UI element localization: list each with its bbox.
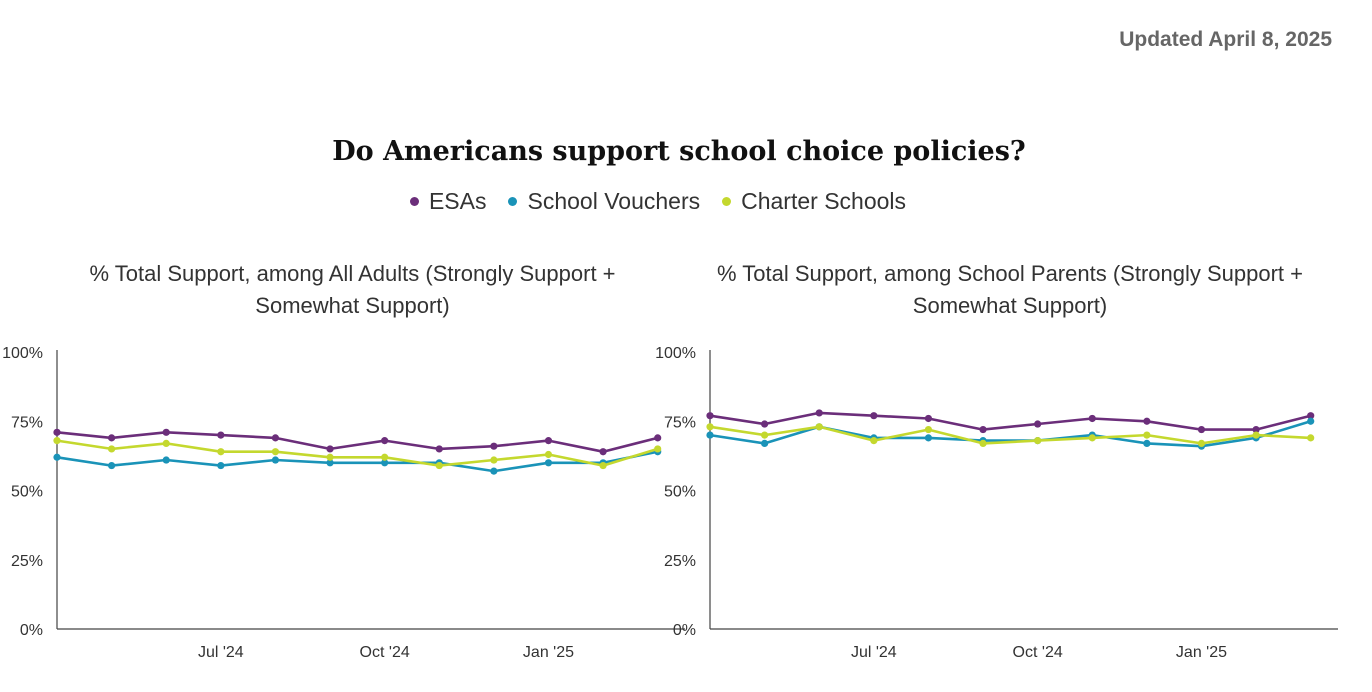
data-point-esas bbox=[924, 414, 933, 423]
y-tick-label: 25% bbox=[664, 553, 696, 570]
data-point-charter-schools bbox=[706, 423, 714, 431]
data-point-charter-schools bbox=[924, 425, 933, 434]
data-point-esas bbox=[599, 448, 607, 456]
data-point-charter-schools bbox=[654, 445, 662, 453]
legend: ESAs School Vouchers Charter Schools bbox=[0, 188, 1316, 215]
data-point-esas bbox=[271, 434, 280, 442]
data-point-esas bbox=[162, 428, 170, 436]
series-line-esas bbox=[56, 430, 659, 454]
data-point-school-vouchers bbox=[761, 439, 769, 448]
data-point-esas bbox=[326, 445, 334, 453]
data-point-esas bbox=[979, 425, 987, 434]
data-point-school-vouchers bbox=[490, 467, 498, 475]
legend-dot-esas bbox=[409, 197, 419, 206]
x-tick-label: Oct '24 bbox=[360, 644, 410, 661]
y-tick-label: 100% bbox=[655, 345, 696, 362]
legend-item-charter-schools: Charter Schools bbox=[722, 188, 906, 215]
y-tick-label: 75% bbox=[664, 414, 696, 431]
data-point-charter-schools bbox=[761, 431, 769, 439]
data-point-esas bbox=[1034, 420, 1042, 428]
legend-label-esas: ESAs bbox=[428, 188, 487, 214]
y-tick-label: 100% bbox=[2, 345, 43, 362]
data-point-school-vouchers bbox=[924, 434, 933, 442]
data-point-esas bbox=[544, 437, 553, 445]
subtitle-school-parents: % Total Support, among School Parents (S… bbox=[717, 261, 1303, 318]
data-point-school-vouchers bbox=[706, 431, 714, 439]
data-point-charter-schools bbox=[599, 461, 607, 470]
data-point-charter-schools bbox=[815, 423, 823, 431]
data-point-school-vouchers bbox=[1143, 439, 1151, 448]
data-point-charter-schools bbox=[1307, 434, 1315, 442]
data-point-esas bbox=[53, 428, 61, 436]
data-point-school-vouchers bbox=[326, 459, 334, 467]
data-point-school-vouchers bbox=[381, 459, 389, 467]
data-point-esas bbox=[815, 409, 823, 417]
y-tick-label: 75% bbox=[11, 414, 43, 431]
x-tick-label: Jul '24 bbox=[851, 644, 897, 661]
data-point-charter-schools bbox=[979, 439, 987, 448]
data-point-charter-schools bbox=[1197, 439, 1206, 448]
data-point-esas bbox=[1252, 425, 1260, 434]
data-point-school-vouchers bbox=[53, 453, 61, 461]
legend-dot-school-vouchers bbox=[508, 197, 518, 206]
data-point-school-vouchers bbox=[108, 461, 116, 470]
data-point-charter-schools bbox=[381, 453, 389, 461]
y-tick-label: 50% bbox=[664, 484, 696, 501]
data-point-esas bbox=[435, 445, 443, 453]
data-point-esas bbox=[1197, 425, 1206, 434]
data-point-charter-schools bbox=[490, 456, 498, 464]
data-point-charter-schools bbox=[271, 448, 280, 456]
legend-label-school-vouchers: School Vouchers bbox=[527, 188, 701, 214]
data-point-charter-schools bbox=[1143, 431, 1151, 439]
data-point-esas bbox=[1088, 414, 1096, 423]
chart-title: Do Americans support school choice polic… bbox=[332, 136, 1026, 167]
data-point-school-vouchers bbox=[1307, 417, 1315, 425]
y-tick-label: 25% bbox=[11, 553, 43, 570]
series-line-charter-schools bbox=[56, 439, 659, 467]
legend-label-charter-schools: Charter Schools bbox=[741, 188, 907, 214]
y-tick-label: 0% bbox=[20, 622, 43, 639]
data-point-charter-schools bbox=[108, 445, 116, 453]
y-tick-label: 50% bbox=[11, 484, 43, 501]
data-point-charter-schools bbox=[870, 437, 878, 445]
series-line-esas bbox=[709, 411, 1312, 431]
data-point-charter-schools bbox=[217, 448, 225, 456]
data-point-charter-schools bbox=[326, 453, 334, 461]
x-tick-label: Oct '24 bbox=[1013, 644, 1063, 661]
legend-item-school-vouchers: School Vouchers bbox=[508, 188, 700, 215]
data-point-esas bbox=[381, 437, 389, 445]
legend-dot-charter-schools bbox=[722, 197, 732, 206]
data-point-esas bbox=[706, 412, 714, 420]
x-tick-label: Jul '24 bbox=[198, 644, 244, 661]
data-point-esas bbox=[654, 434, 662, 442]
data-point-esas bbox=[490, 442, 498, 450]
updated-date: Updated April 8, 2025 bbox=[1119, 28, 1332, 51]
data-point-charter-schools bbox=[1252, 431, 1260, 439]
data-point-charter-schools bbox=[1088, 434, 1096, 442]
x-tick-label: Jan '25 bbox=[1176, 644, 1227, 661]
data-point-charter-schools bbox=[53, 437, 61, 445]
data-point-charter-schools bbox=[1034, 437, 1042, 445]
x-tick-label: Jan '25 bbox=[523, 644, 574, 661]
data-point-esas bbox=[870, 412, 878, 420]
data-point-school-vouchers bbox=[162, 456, 170, 464]
y-tick-label: 0% bbox=[673, 622, 696, 639]
data-point-esas bbox=[108, 434, 116, 442]
data-point-school-vouchers bbox=[544, 459, 553, 467]
data-point-esas bbox=[1143, 417, 1151, 425]
legend-item-esas: ESAs bbox=[409, 188, 487, 215]
data-point-school-vouchers bbox=[217, 461, 225, 470]
data-point-esas bbox=[217, 431, 225, 439]
series-line-charter-schools bbox=[709, 425, 1311, 445]
data-point-charter-schools bbox=[544, 450, 553, 459]
data-point-esas bbox=[1307, 412, 1315, 420]
subtitle-all-adults: % Total Support, among All Adults (Stron… bbox=[89, 261, 616, 318]
series-line-school-vouchers bbox=[709, 420, 1312, 448]
data-point-school-vouchers bbox=[271, 456, 280, 464]
data-point-esas bbox=[761, 420, 769, 428]
series-line-school-vouchers bbox=[56, 450, 658, 473]
data-point-charter-schools bbox=[435, 461, 443, 470]
data-point-charter-schools bbox=[162, 439, 170, 448]
